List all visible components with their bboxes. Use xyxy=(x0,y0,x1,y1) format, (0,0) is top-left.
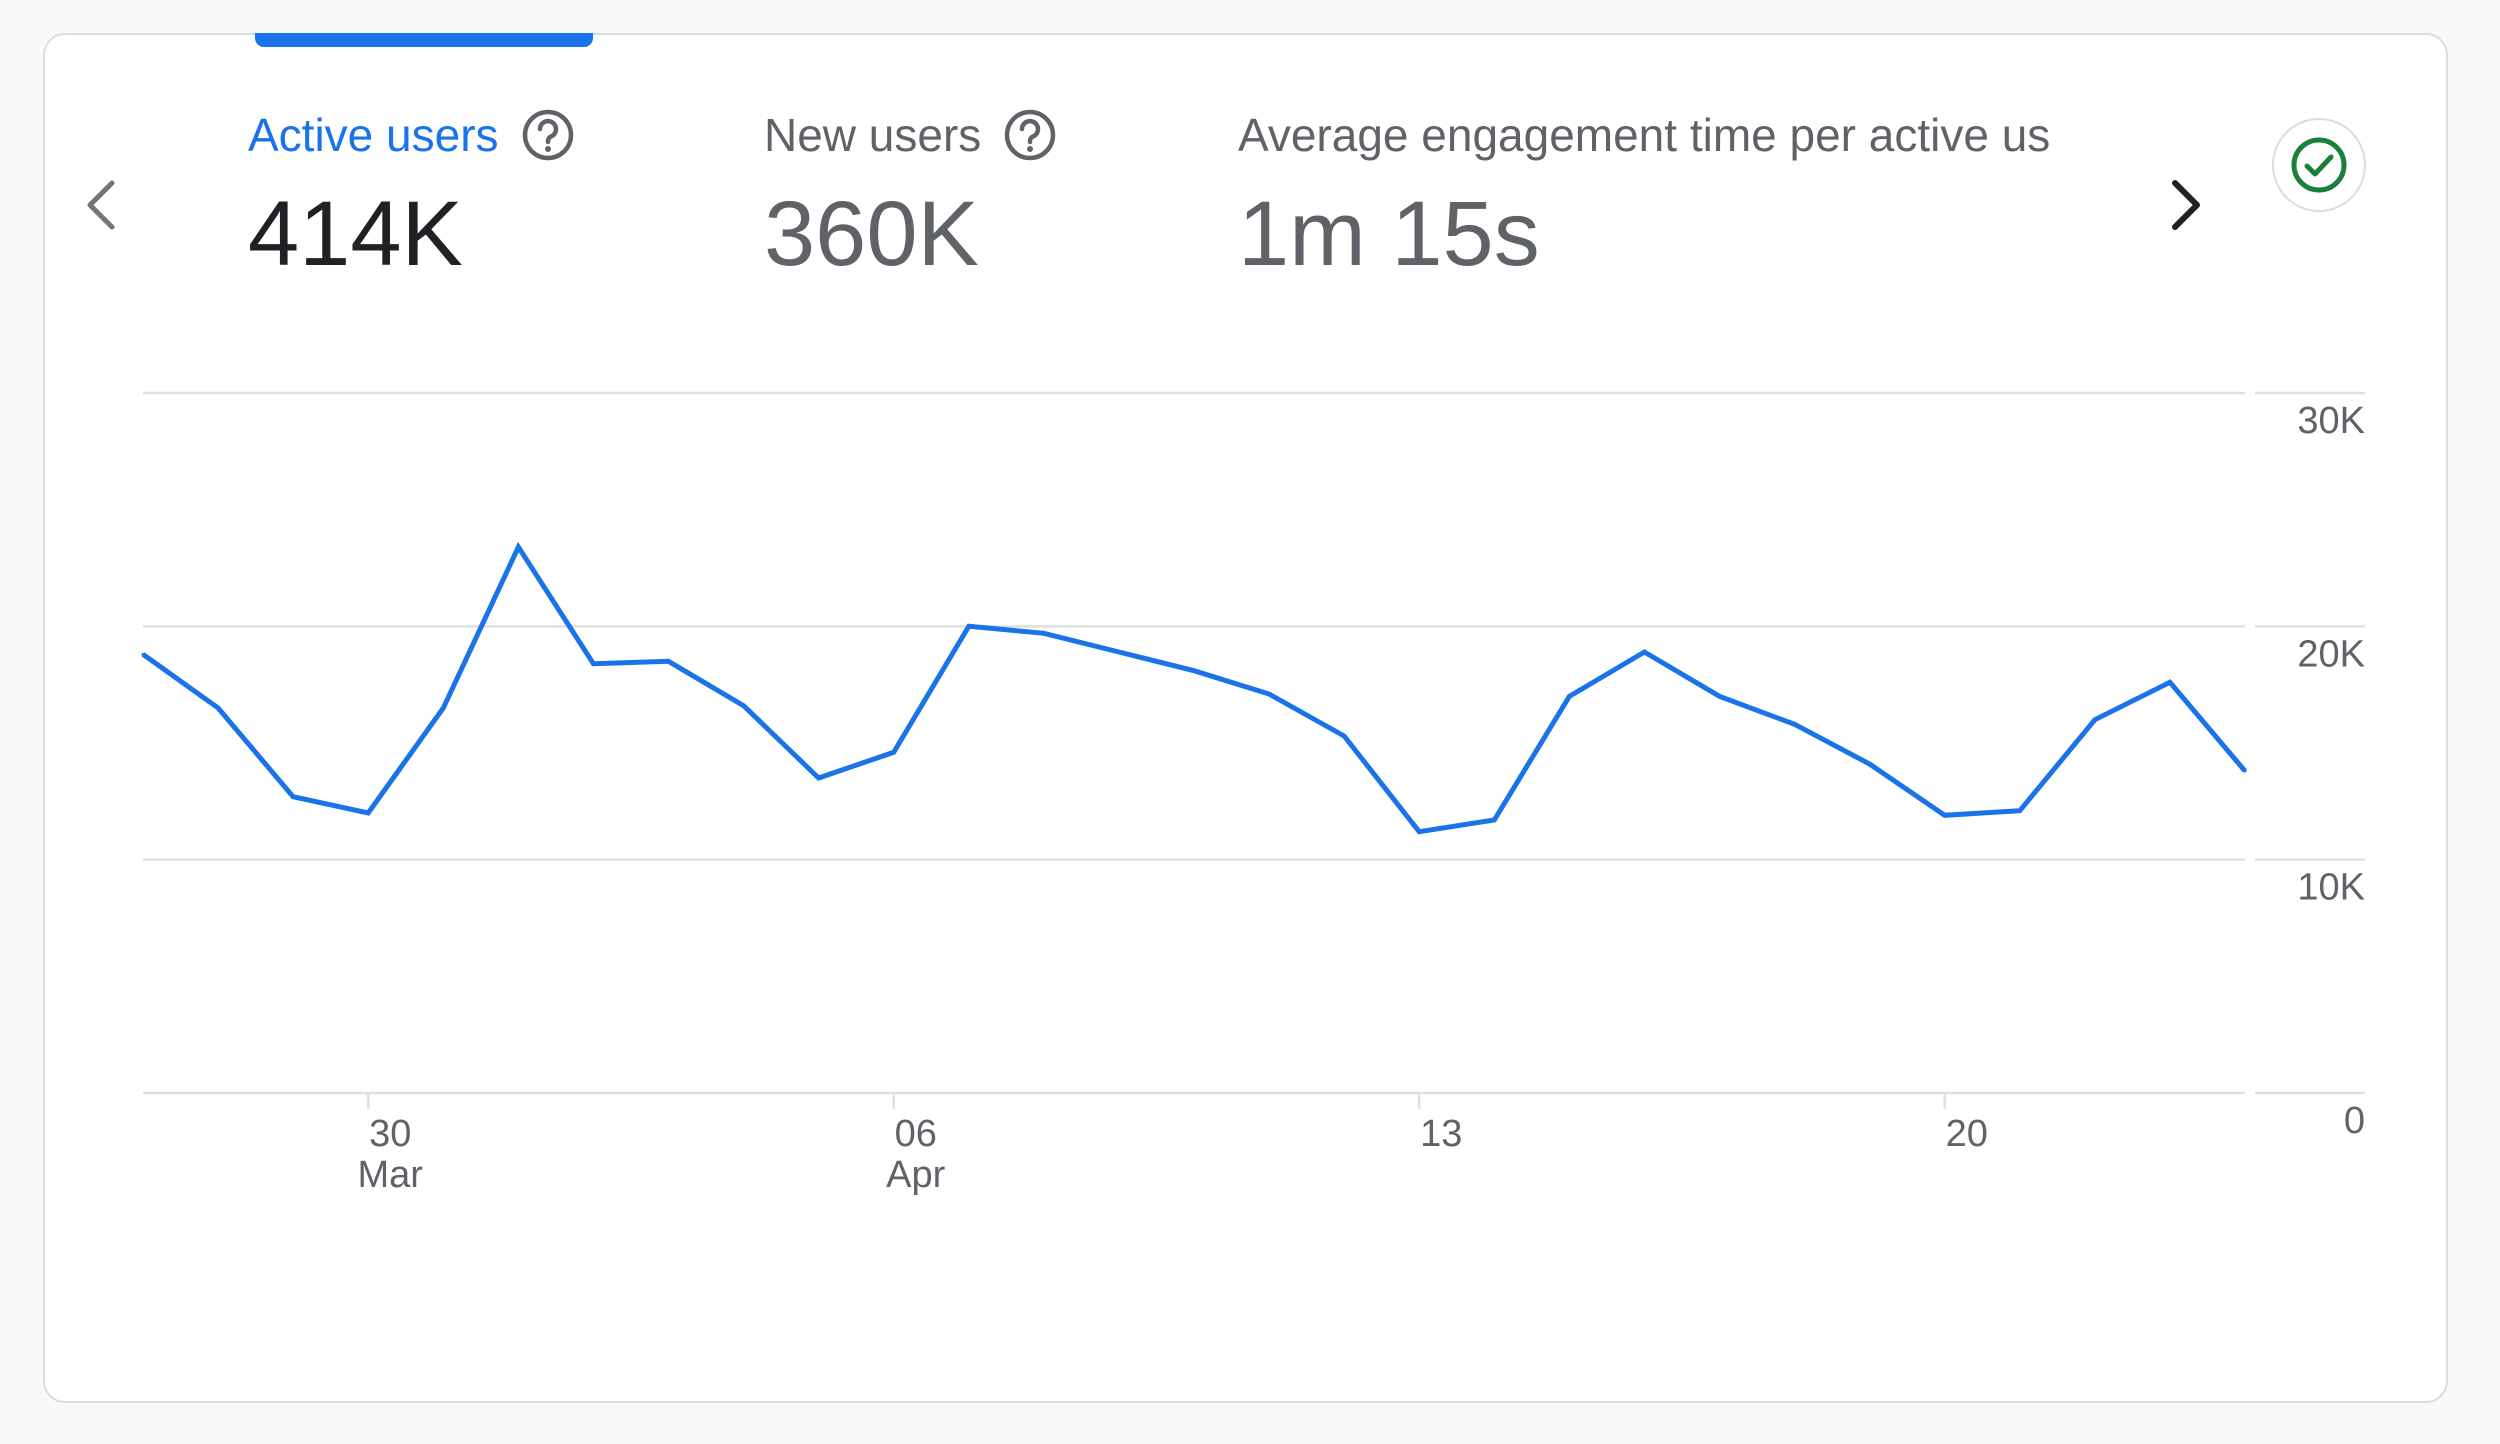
tab-active-users[interactable]: Active users 414K xyxy=(248,100,575,280)
tab-label: New users xyxy=(764,109,982,161)
active-tab-indicator xyxy=(255,33,593,47)
next-metrics-button[interactable] xyxy=(2150,170,2220,240)
chevron-left-icon xyxy=(87,180,115,230)
chevron-right-icon xyxy=(2172,180,2200,230)
tab-value: 1m 15s xyxy=(1238,183,1540,280)
tab-label: Average engagement time per active us xyxy=(1238,109,2051,161)
tab-average-engagement-time[interactable]: Average engagement time per active us 1m… xyxy=(1238,100,2138,280)
tab-new-users[interactable]: New users 360K xyxy=(764,100,1057,280)
tab-label: Active users xyxy=(248,109,499,161)
tab-value: 360K xyxy=(764,183,979,285)
check-circle-icon xyxy=(2291,137,2347,193)
previous-metrics-button[interactable] xyxy=(72,170,132,240)
help-circle-icon[interactable] xyxy=(521,108,575,162)
status-button[interactable] xyxy=(2272,118,2366,212)
tab-value: 414K xyxy=(248,183,463,285)
help-circle-icon[interactable] xyxy=(1003,108,1057,162)
